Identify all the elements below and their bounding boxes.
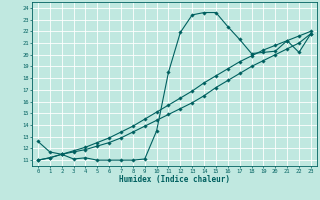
- X-axis label: Humidex (Indice chaleur): Humidex (Indice chaleur): [119, 175, 230, 184]
